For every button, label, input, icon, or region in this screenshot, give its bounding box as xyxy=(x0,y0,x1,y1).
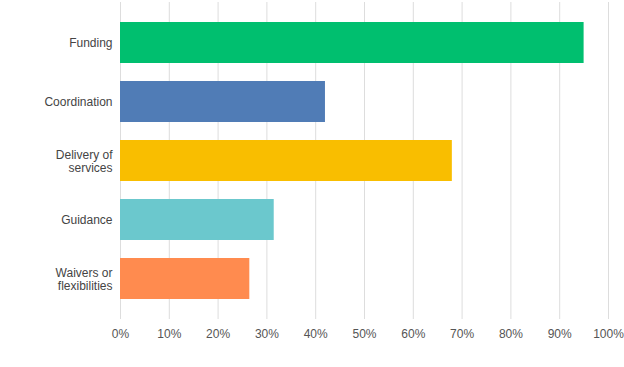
svg-text:0%: 0% xyxy=(112,327,130,341)
svg-text:Coordination: Coordination xyxy=(44,95,112,109)
svg-text:Delivery ofservices: Delivery ofservices xyxy=(56,148,113,176)
svg-text:80%: 80% xyxy=(499,327,523,341)
svg-text:Funding: Funding xyxy=(69,36,112,50)
svg-text:60%: 60% xyxy=(401,327,425,341)
svg-text:40%: 40% xyxy=(304,327,328,341)
svg-text:70%: 70% xyxy=(450,327,474,341)
svg-text:100%: 100% xyxy=(593,327,624,341)
svg-text:90%: 90% xyxy=(548,327,572,341)
svg-text:30%: 30% xyxy=(255,327,279,341)
svg-text:Waivers orflexibilities: Waivers orflexibilities xyxy=(56,266,113,294)
svg-text:10%: 10% xyxy=(157,327,181,341)
svg-text:20%: 20% xyxy=(206,327,230,341)
svg-text:50%: 50% xyxy=(352,327,376,341)
svg-text:Guidance: Guidance xyxy=(61,213,113,227)
